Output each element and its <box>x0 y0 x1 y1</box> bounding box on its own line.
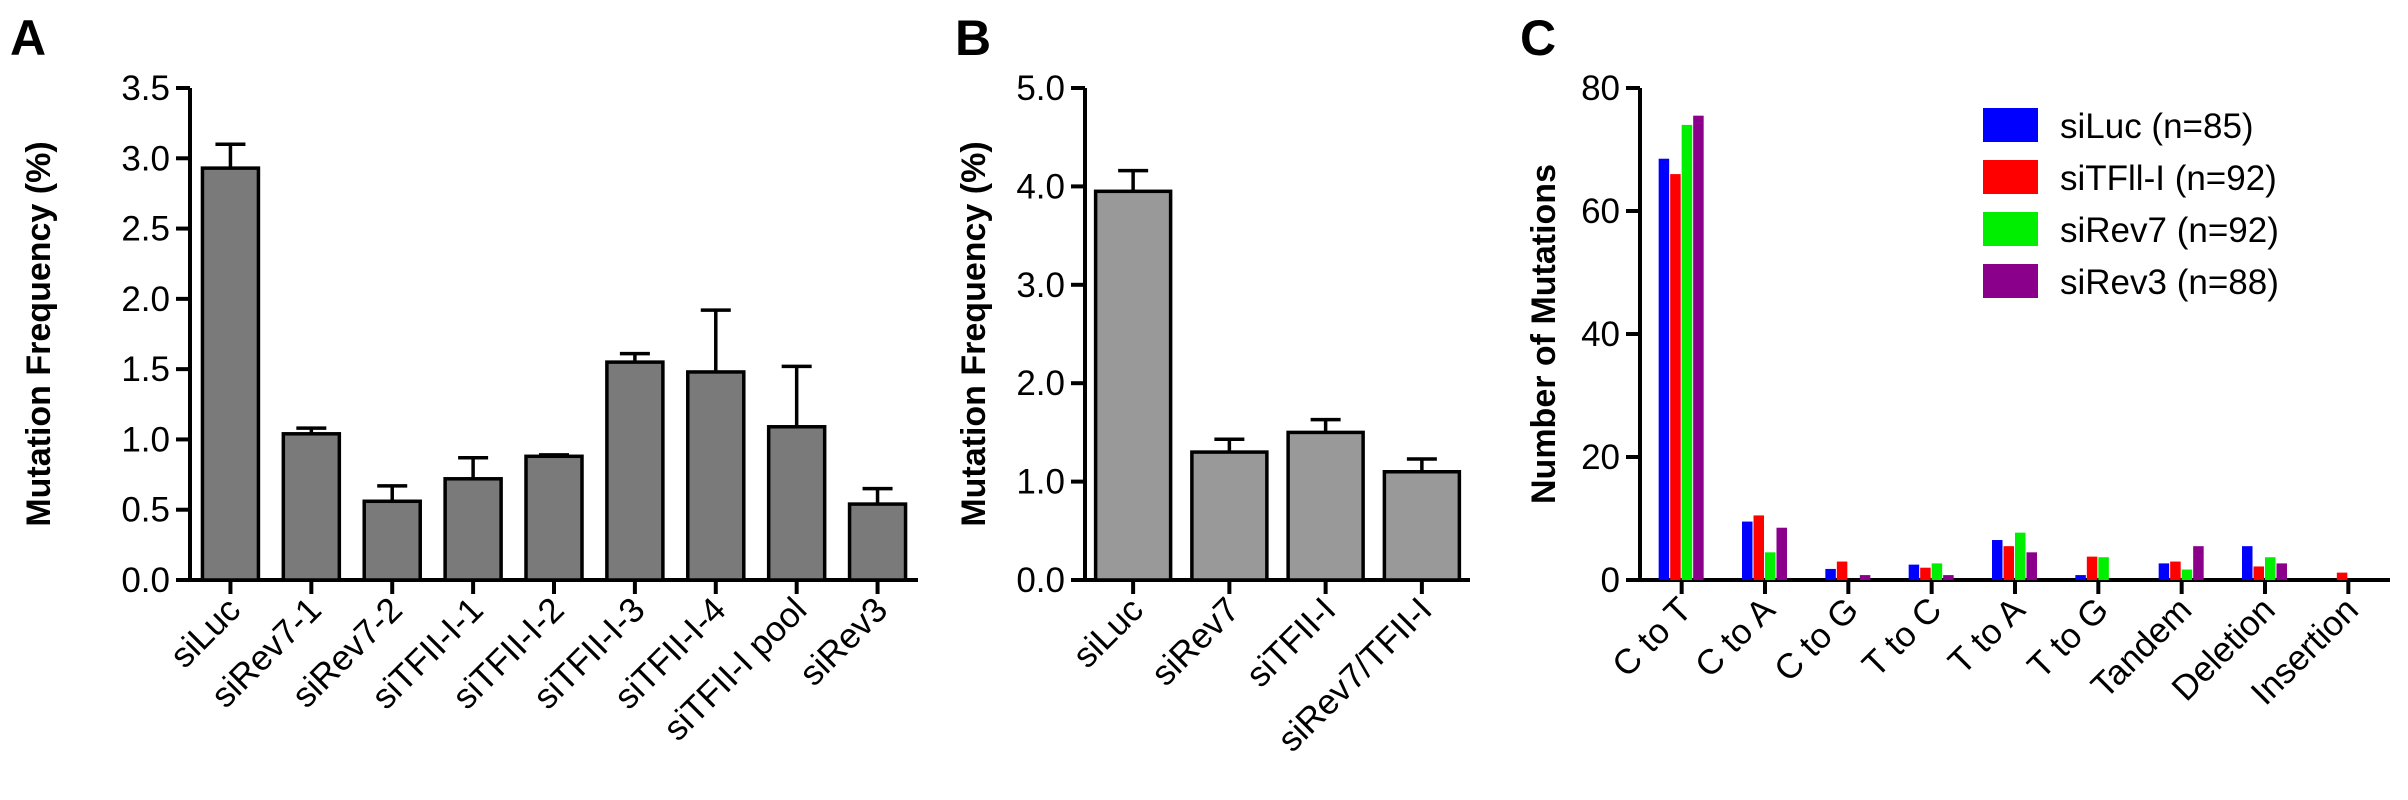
y-tick-label: 3.0 <box>121 139 170 178</box>
y-tick-label: 0.0 <box>1016 561 1065 600</box>
x-tick-label: C to G <box>1767 590 1866 689</box>
bar <box>2336 572 2348 580</box>
y-tick-label: 20 <box>1581 438 1620 477</box>
y-axis-title: Number of Mutations <box>1525 164 1563 504</box>
y-tick-label: 40 <box>1581 315 1620 354</box>
legend-label: siRev3 (n=88) <box>2060 263 2279 302</box>
bar <box>2026 552 2037 580</box>
bar <box>766 425 827 582</box>
bar <box>443 477 503 582</box>
bar <box>1776 527 1787 580</box>
bar <box>1190 450 1269 582</box>
bar <box>2242 546 2253 580</box>
legend-swatch <box>1983 108 2038 142</box>
bar <box>2253 566 2264 580</box>
bar <box>1825 568 1836 580</box>
bar <box>1943 575 1954 580</box>
legend-label: siTFll-I (n=92) <box>2060 159 2277 198</box>
x-tick-label: C to T <box>1605 590 1700 685</box>
legend-label: siLuc (n=85) <box>2060 107 2254 146</box>
bar <box>1693 115 1704 581</box>
x-tick-label: siRev7 <box>1144 590 1247 693</box>
bar <box>2158 563 2170 580</box>
y-axis-title: Mutation Frequency (%) <box>955 141 993 526</box>
y-tick-label: 0.5 <box>121 491 170 530</box>
bar <box>281 432 342 582</box>
bar <box>1286 430 1365 582</box>
bar <box>605 360 665 582</box>
bar <box>847 502 908 582</box>
bar <box>1658 158 1670 580</box>
bar <box>1859 575 1871 580</box>
x-tick-label: T to A <box>1941 590 2033 682</box>
y-tick-label: 0 <box>1601 561 1620 600</box>
legend-label: siRev7 (n=92) <box>2060 211 2279 250</box>
legend-swatch <box>1983 264 2038 298</box>
bar <box>1836 561 1848 580</box>
x-tick-label: C to A <box>1688 590 1783 685</box>
bar <box>2098 557 2109 580</box>
bar <box>686 370 746 582</box>
bar <box>1765 552 1776 580</box>
y-tick-label: 80 <box>1581 69 1620 108</box>
bar <box>1920 567 1931 580</box>
bar <box>2015 532 2026 580</box>
x-tick-label: T to C <box>1855 590 1950 685</box>
y-tick-label: 4.0 <box>1016 167 1065 206</box>
y-tick-label: 3.5 <box>121 69 170 108</box>
bar <box>1742 521 1753 580</box>
bar <box>1992 540 2003 580</box>
y-tick-label: 2.0 <box>121 280 170 319</box>
bar <box>1093 189 1173 582</box>
bar <box>1753 515 1764 580</box>
bar <box>2075 575 2086 580</box>
y-tick-label: 1.0 <box>1016 463 1065 502</box>
bar <box>1931 563 1943 580</box>
bar <box>1670 174 1681 580</box>
panel-letter-c: C <box>1520 10 1556 66</box>
bar <box>2265 557 2276 580</box>
y-tick-label: 2.5 <box>121 210 170 249</box>
panel-letter-b: B <box>955 10 991 66</box>
bar <box>2086 556 2098 580</box>
y-tick-label: 0.0 <box>121 561 170 600</box>
bar <box>1681 124 1693 581</box>
y-tick-label: 1.0 <box>121 420 170 459</box>
y-tick-label: 60 <box>1581 192 1620 231</box>
x-tick-label: siRev3 <box>792 590 895 693</box>
panel-b: B 0.0 1.0 2.0 3.0 4.0 5.0 Mutation Frequency (… <box>955 10 1470 759</box>
panel-a: A 0.0 0.5 1.0 1.5 2.0 2.5 3.0 3.5 Mutation Frequ… <box>10 10 918 748</box>
y-tick-label: 5.0 <box>1016 69 1065 108</box>
bar <box>2003 546 2014 580</box>
bar <box>1382 470 1462 582</box>
bar <box>2181 569 2193 580</box>
bar <box>1908 564 1920 580</box>
bar <box>524 454 584 582</box>
y-axis-title: Mutation Frequency (%) <box>20 141 58 526</box>
bar <box>200 166 261 582</box>
panel-letter-a: A <box>10 10 46 66</box>
bar <box>2276 563 2287 580</box>
bar <box>2193 546 2204 580</box>
y-tick-label: 1.5 <box>121 350 170 389</box>
y-tick-label: 2.0 <box>1016 364 1065 403</box>
legend-swatch <box>1983 160 2038 194</box>
bar <box>362 499 422 582</box>
y-tick-label: 3.0 <box>1016 266 1065 305</box>
legend-swatch <box>1983 212 2038 246</box>
bar <box>2170 561 2181 580</box>
x-tick-label: siLuc <box>1065 590 1150 675</box>
